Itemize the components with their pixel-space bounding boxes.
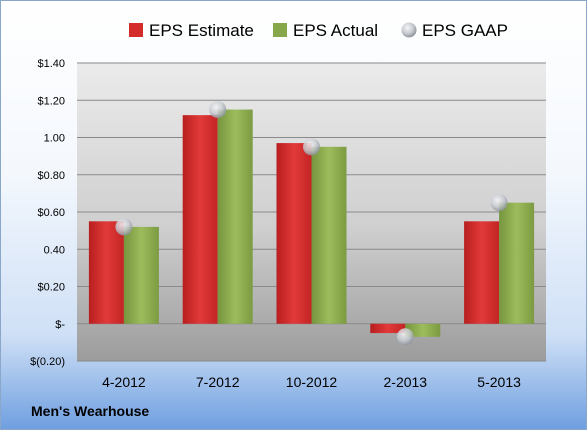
gaap-marker: [303, 138, 320, 156]
x-category-label: 7-2012: [196, 374, 240, 390]
legend-swatch: [273, 23, 287, 37]
legend-label: EPS Estimate: [149, 21, 254, 40]
x-category-label: 4-2012: [102, 374, 146, 390]
y-tick-label: $1.20: [37, 95, 65, 107]
y-axis: $1.40 $1.20 1.00 $0.80 $0.60 0.40 $0.20 $- $(0.2…: [30, 58, 65, 368]
x-category-label: 5-2013: [477, 374, 521, 390]
y-tick-label: $-: [55, 319, 65, 331]
bars: [88, 109, 535, 337]
legend-swatch: [401, 22, 417, 38]
y-tick-label: $0.80: [37, 170, 65, 182]
actual-bar: [217, 109, 253, 324]
gaap-marker: [396, 328, 414, 346]
y-tick-label: $1.40: [37, 58, 65, 70]
legend: EPS Estimate EPS Actual EPS GAAP: [129, 21, 508, 40]
y-tick-label: 0.40: [44, 244, 65, 256]
gaap-marker: [490, 194, 508, 212]
y-tick-label: 1.00: [44, 133, 65, 145]
company-name: Men's Wearhouse: [31, 403, 150, 419]
actual-bar: [499, 202, 535, 324]
estimate-bar: [182, 115, 218, 324]
actual-bar: [405, 323, 441, 337]
y-tick-label: $0.60: [37, 207, 65, 219]
actual-bar: [311, 146, 347, 324]
x-category-label: 2-2013: [384, 374, 428, 390]
y-tick-label: $(0.20): [30, 356, 65, 368]
y-tick-label: $0.20: [37, 282, 65, 294]
legend-label: EPS GAAP: [422, 21, 508, 40]
legend-label: EPS Actual: [293, 21, 378, 40]
gaap-marker: [115, 218, 133, 236]
estimate-bar: [88, 221, 124, 324]
estimate-bar: [276, 143, 312, 324]
x-axis: 4-2012 7-2012 10-2012 2-2013 5-2013: [102, 374, 521, 390]
estimate-bar: [464, 221, 500, 324]
actual-bar: [123, 226, 159, 324]
gaap-marker: [209, 101, 227, 119]
gaap-markers: [115, 101, 508, 346]
estimate-bar: [370, 323, 406, 334]
legend-swatch: [129, 23, 143, 37]
x-category-label: 10-2012: [286, 374, 338, 390]
